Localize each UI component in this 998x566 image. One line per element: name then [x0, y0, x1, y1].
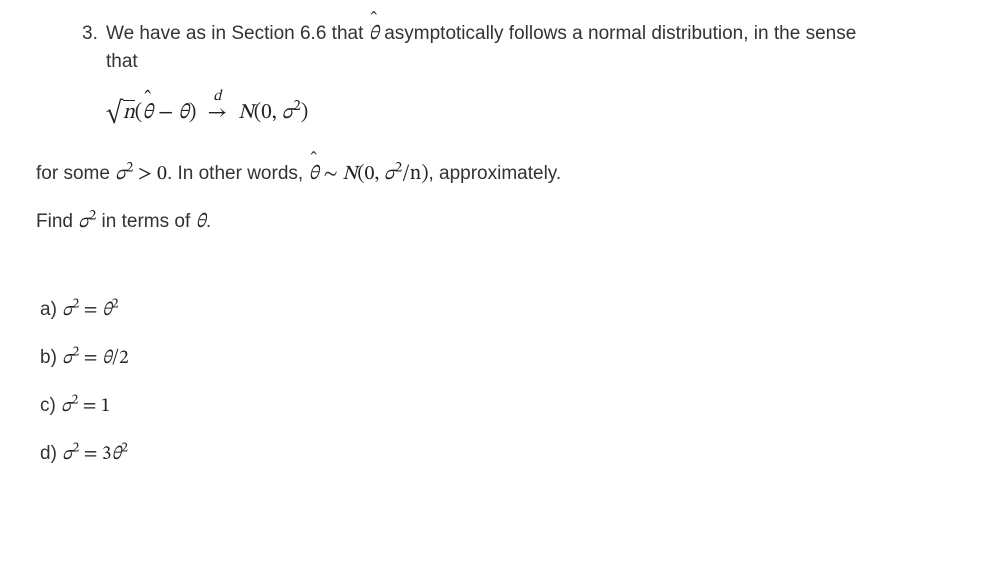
opt-b-sigma: σ [62, 349, 72, 368]
opt-a-eq: = [79, 301, 102, 320]
l3-sigma2: σ [384, 164, 395, 184]
l3-sigma2-sq: 2 [395, 161, 402, 175]
question-line-4: Find σ2 in terms of θ. [36, 208, 211, 237]
converge-arrow: → [207, 100, 227, 126]
l3-thetahat: θ [308, 160, 318, 189]
l3-sigma: σ [115, 164, 126, 184]
sqrt-symbol: √ [106, 102, 123, 123]
opt-c-rhs: 1 [101, 397, 110, 416]
opt-c-sigma: σ [61, 397, 71, 416]
l4-mid: in terms of [96, 211, 195, 232]
q-line1-suffix: asymptotically follows a normal distribu… [379, 23, 856, 44]
opt-b-tail: /2 [112, 349, 129, 368]
f-minus: − [153, 102, 178, 123]
opt-d-co: 3 [102, 445, 111, 464]
option-d[interactable]: d) σ2 = 3θ2 [40, 440, 128, 469]
question-number: 3. [82, 20, 106, 48]
l3-N: N [343, 164, 358, 184]
question-page: 3.We have as in Section 6.6 that θ asymp… [0, 0, 998, 566]
l3-open: (0, [357, 164, 384, 184]
f-sigma-sq: 2 [293, 98, 300, 114]
f-N: N [238, 102, 254, 123]
q-line2: that [106, 51, 138, 72]
question-line-3: for some σ2 > 0. In other words, θ ∼ N(0… [36, 160, 561, 189]
f-theta-hat: θ [142, 100, 153, 126]
opt-b-theta: θ [102, 349, 112, 368]
q-line1-prefix: We have as in Section 6.6 that [106, 23, 369, 44]
l4-prefix: Find [36, 211, 78, 232]
question-line-2: that [106, 48, 138, 76]
opt-d-theta: θ [111, 445, 121, 464]
question-line-1: 3.We have as in Section 6.6 that θ asymp… [82, 20, 856, 49]
l4-suffix: . [206, 211, 211, 232]
opt-d-rhs-sq: 2 [121, 443, 128, 456]
f-Nclose: ) [301, 102, 309, 123]
opt-d-label: d) [40, 443, 62, 464]
l3-prefix: for some [36, 163, 115, 184]
l3-mid: . In other words, [167, 163, 309, 184]
l3-gt0: > 0 [133, 164, 167, 184]
opt-c-eq: = [78, 397, 101, 416]
opt-d-eq: = [79, 445, 102, 464]
opt-c-label: c) [40, 395, 61, 416]
option-c[interactable]: c) σ2 = 1 [40, 392, 110, 421]
opt-a-theta: θ [102, 301, 112, 320]
f-open: ( [135, 102, 143, 123]
theta-hat-inline: θ [369, 20, 379, 49]
opt-d-sigma: σ [62, 445, 72, 464]
l3-overn: /n [402, 164, 421, 184]
l4-theta: θ [196, 212, 206, 232]
opt-b-eq: = [79, 349, 102, 368]
l4-sigma: σ [78, 212, 89, 232]
f-theta: θ [178, 102, 189, 123]
f-close: ) [189, 102, 197, 123]
opt-a-label: a) [40, 299, 62, 320]
l3-tilde: ∼ [319, 164, 343, 184]
option-a[interactable]: a) σ2 = θ2 [40, 296, 119, 325]
f-Nopen: (0, [254, 102, 282, 123]
opt-a-sigma: σ [62, 301, 72, 320]
sqrt-arg: n [123, 100, 135, 123]
display-formula: √n(θ − θ) → N(0, σ2) [106, 100, 308, 126]
l3-suffix: , approximately. [428, 163, 561, 184]
opt-a-rhs-sq: 2 [112, 299, 119, 312]
opt-b-label: b) [40, 347, 62, 368]
f-sigma: σ [282, 102, 293, 123]
option-b[interactable]: b) σ2 = θ/2 [40, 344, 128, 373]
